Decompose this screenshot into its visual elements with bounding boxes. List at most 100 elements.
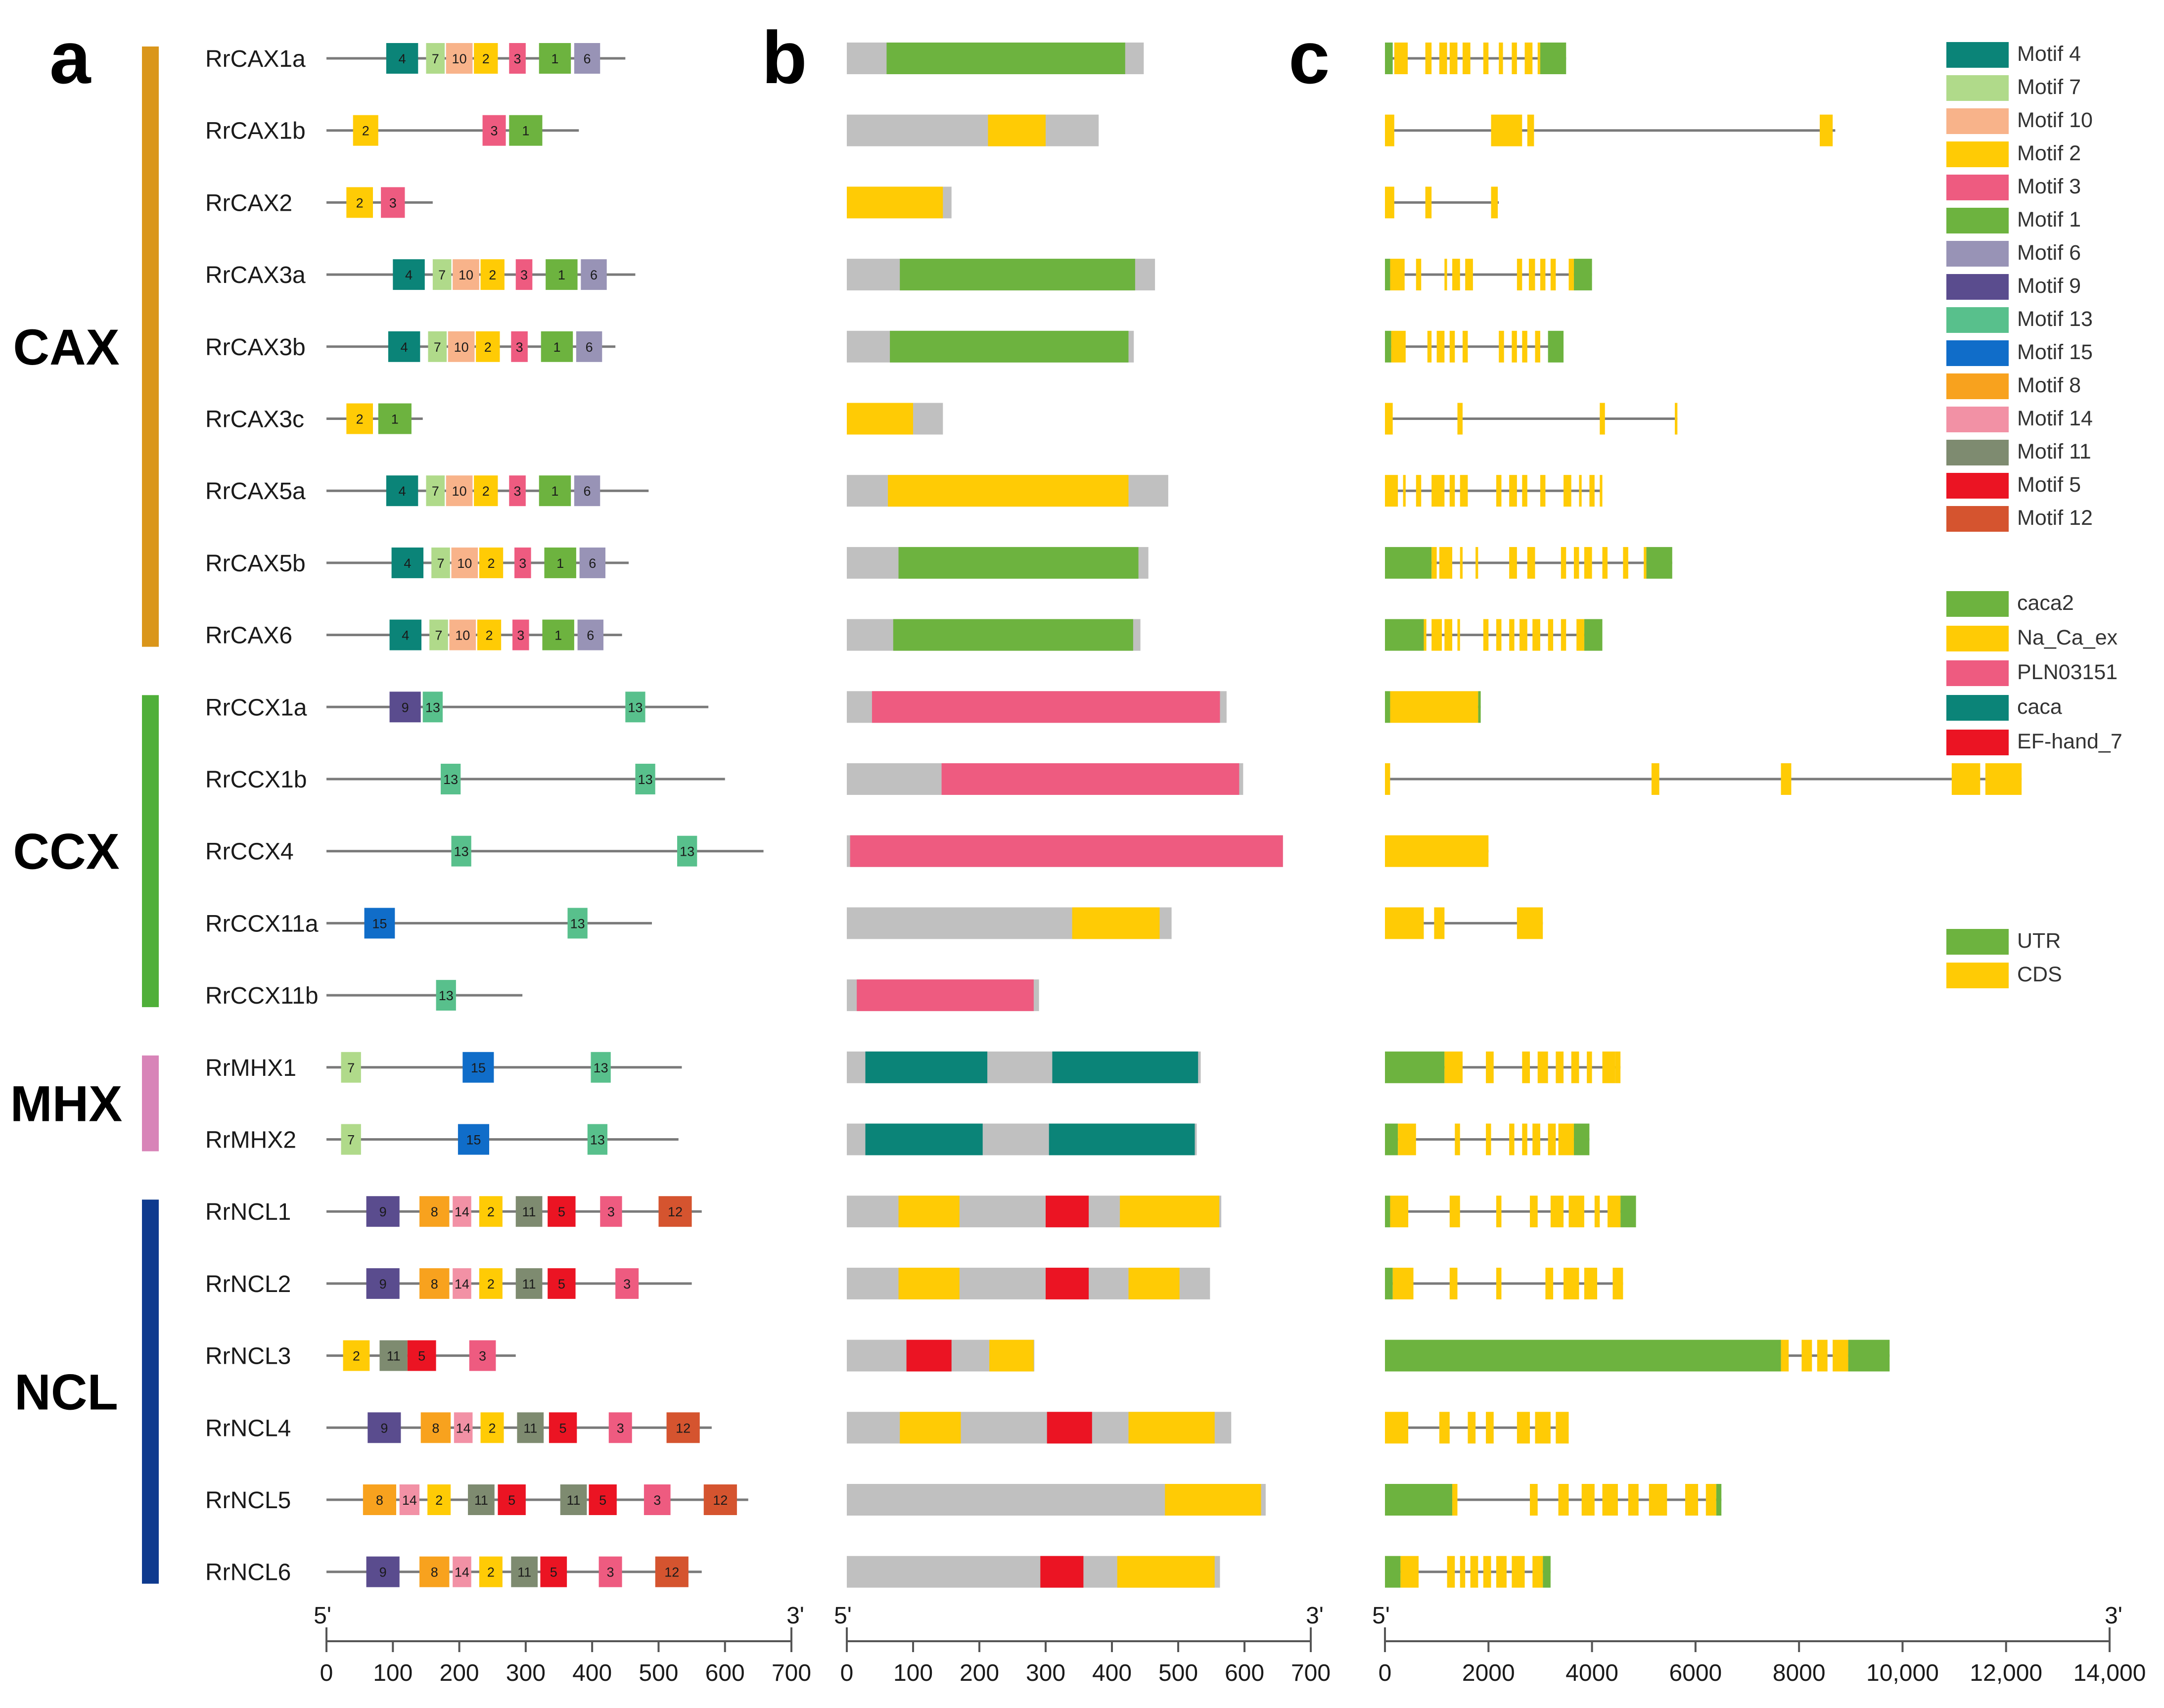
motif-box-8 — [419, 1268, 450, 1299]
motif-box-5 — [548, 1268, 576, 1299]
motif-box-1 — [539, 475, 571, 507]
cds-box — [1385, 1412, 1409, 1444]
motif-number: 1 — [558, 268, 565, 282]
motif-box-4 — [391, 547, 424, 578]
legend-swatch-motif-11 — [1946, 440, 2009, 465]
axis-tick-label: 500 — [639, 1660, 678, 1686]
motif-box-10 — [446, 475, 473, 507]
motif-number: 10 — [457, 556, 472, 571]
cds-box — [1496, 475, 1502, 507]
cds-box — [1564, 475, 1571, 507]
utr-box — [1540, 43, 1566, 74]
cds-box — [1675, 403, 1678, 435]
motif-number: 5 — [508, 1493, 515, 1508]
motif-number: 14 — [455, 1204, 469, 1219]
gene-label: RrCCX1a — [205, 694, 307, 721]
motif-box-7 — [429, 619, 448, 650]
motif-number: 8 — [431, 1204, 438, 1219]
motif-box-7 — [341, 1052, 361, 1083]
legend-swatch-motif-12 — [1946, 506, 2009, 532]
domain-box-caca — [865, 1123, 983, 1155]
family-label-mhx: MHX — [10, 1076, 123, 1132]
utr-box — [1573, 1123, 1590, 1155]
cds-box — [1444, 619, 1453, 651]
utr-box — [1848, 1339, 1890, 1372]
motif-box-3 — [514, 547, 531, 578]
gene-row: RrCCX1a 9 13 13 — [205, 691, 1481, 723]
cds-box — [1475, 547, 1478, 579]
utr-box — [1548, 330, 1564, 363]
motif-number: 2 — [356, 412, 364, 427]
domain-box-ef-hand-7 — [906, 1339, 952, 1372]
legend-label-motif-11: Motif 11 — [2017, 440, 2091, 463]
motif-number: 3 — [519, 556, 526, 571]
gene-label: RrNCL4 — [205, 1415, 291, 1441]
motif-number: 12 — [668, 1204, 683, 1219]
legend-label-motif-2: Motif 2 — [2017, 141, 2081, 165]
axis-tick-label: 8000 — [1773, 1660, 1826, 1686]
cds-box — [1537, 1051, 1548, 1083]
legend-label-motif-8: Motif 8 — [2017, 373, 2081, 397]
motif-number: 2 — [487, 1204, 495, 1219]
motif-number: 1 — [556, 556, 564, 571]
cds-box — [1817, 1339, 1828, 1372]
motif-box-15 — [458, 1124, 489, 1155]
motif-box-2 — [479, 547, 504, 578]
motif-number: 2 — [489, 1421, 496, 1435]
cds-box — [1594, 1196, 1600, 1228]
motif-number: 2 — [435, 1493, 443, 1508]
motif-number: 7 — [435, 628, 442, 643]
axis-tick-label: 200 — [440, 1660, 479, 1686]
utr-box — [1385, 1484, 1453, 1516]
cds-box — [1460, 547, 1463, 579]
cds-box — [1444, 259, 1447, 291]
motif-box-12 — [658, 1196, 692, 1227]
motif-box-11 — [515, 1196, 543, 1227]
cds-box — [1449, 330, 1455, 363]
motif-number: 2 — [484, 340, 492, 355]
utr-box — [1385, 330, 1391, 363]
cds-box — [1449, 1196, 1460, 1228]
cds-box — [1512, 330, 1517, 363]
cds-box — [1600, 403, 1605, 435]
cds-box — [1524, 43, 1533, 74]
axis-tick-label: 14,000 — [2073, 1660, 2146, 1686]
domain-box-ef-hand-7 — [1040, 1556, 1084, 1588]
cds-box — [1483, 1556, 1491, 1588]
cds-box — [1465, 259, 1473, 291]
motif-box-3 — [381, 187, 405, 218]
motif-number: 13 — [425, 700, 440, 715]
cds-box — [1385, 475, 1398, 507]
motif-number: 11 — [517, 1565, 531, 1580]
gene-label: RrCCX4 — [205, 839, 294, 865]
motif-box-2 — [474, 43, 498, 74]
gene-row: RrCAX5b 4 7 10 2 3 1 6 — [205, 547, 1672, 579]
legend-swatch-ef-hand-7 — [1946, 730, 2009, 755]
gene-row: RrMHX1 7 15 13 — [205, 1051, 1621, 1083]
motif-box-1 — [542, 619, 574, 650]
motif-number: 9 — [379, 1277, 387, 1292]
cds-box — [1457, 403, 1463, 435]
cds-box — [1532, 1556, 1543, 1588]
legend-label-motif-10: Motif 10 — [2017, 108, 2093, 132]
motif-number: 8 — [376, 1493, 383, 1508]
domain-box-na-ca-ex — [900, 1412, 961, 1444]
cds-box — [1548, 1123, 1556, 1155]
utr-box — [1385, 619, 1424, 651]
motif-number: 2 — [356, 195, 364, 210]
motif-box-13 — [436, 980, 456, 1011]
motif-box-8 — [363, 1484, 396, 1515]
axis-tick-label: 0 — [1379, 1660, 1392, 1686]
cds-box — [1460, 475, 1468, 507]
motif-box-2 — [427, 1484, 451, 1515]
motif-number: 5 — [559, 1421, 567, 1435]
motif-number: 2 — [485, 628, 493, 643]
cds-box — [1385, 835, 1489, 867]
cds-box — [1556, 1051, 1564, 1083]
cds-box — [1801, 1339, 1812, 1372]
legend-label-cds: CDS — [2017, 963, 2062, 986]
cds-box — [1452, 259, 1460, 291]
motif-box-3 — [469, 1340, 496, 1371]
axis-tick-label: 2000 — [1462, 1660, 1515, 1686]
